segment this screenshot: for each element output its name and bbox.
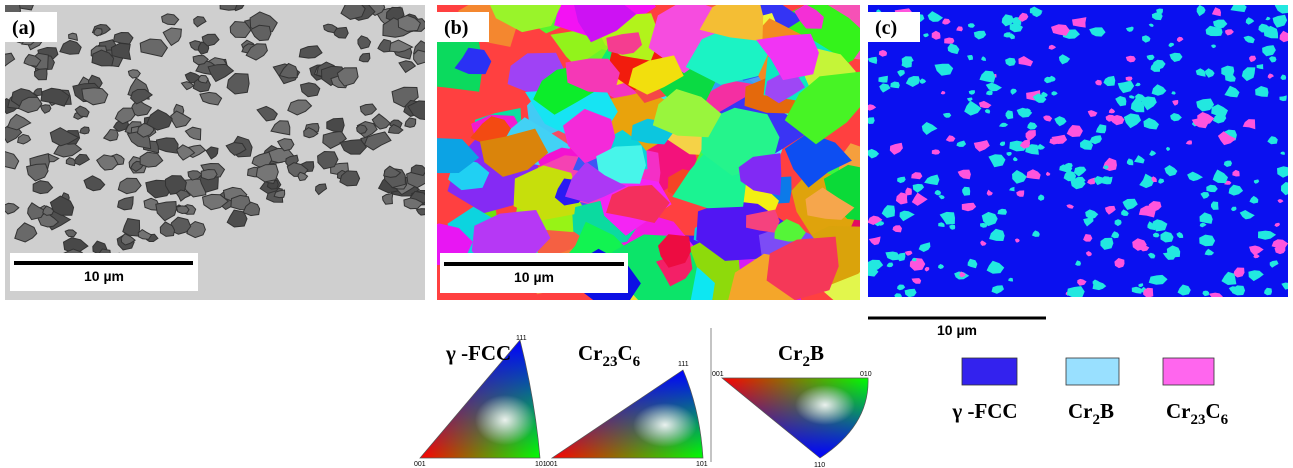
legend-swatch bbox=[962, 358, 1017, 385]
particle bbox=[327, 118, 344, 132]
legend-swatch bbox=[1066, 358, 1119, 385]
particle bbox=[414, 50, 428, 64]
subscript: 2 bbox=[803, 354, 811, 370]
ipf-title: Cr2B bbox=[778, 341, 824, 370]
text: Cr bbox=[1166, 399, 1191, 423]
text: C bbox=[1206, 399, 1221, 423]
phase-particle bbox=[1230, 1, 1246, 12]
ipf-key: Cr2B 001 010 110 bbox=[712, 341, 872, 468]
corner-label: 001 bbox=[712, 371, 724, 378]
particle bbox=[114, 33, 134, 45]
corner-label: 001 bbox=[546, 461, 558, 468]
particle bbox=[94, 28, 102, 36]
corner-label: 001 bbox=[414, 461, 426, 468]
scale-label: 10 µm bbox=[84, 268, 124, 284]
corner-label: 111 bbox=[678, 361, 689, 368]
panel-label: (b) bbox=[444, 17, 468, 39]
particle bbox=[66, 158, 75, 166]
text: B bbox=[810, 341, 824, 365]
figure: (a) (b) (c) 10 µm 10 µm 10 µm γ -FCC 111… bbox=[0, 0, 1293, 468]
corner-label: 010 bbox=[860, 371, 872, 378]
ipf-key: Cr23C6 111 001 101 bbox=[546, 341, 708, 468]
panel-label: (c) bbox=[875, 17, 897, 39]
phase-particle bbox=[866, 117, 875, 124]
ipf-key: γ -FCC 111 001 101 bbox=[414, 335, 547, 468]
subscript: 23 bbox=[603, 354, 618, 370]
corner-label: 110 bbox=[814, 462, 825, 468]
legend-swatch bbox=[1163, 358, 1214, 385]
particle bbox=[201, 170, 217, 180]
corner-label: 101 bbox=[696, 461, 708, 468]
text: B bbox=[1100, 399, 1114, 423]
scale-label: 10 µm bbox=[937, 322, 977, 338]
text: C bbox=[618, 341, 633, 365]
particle bbox=[220, 0, 237, 10]
particle bbox=[177, 206, 190, 214]
particle bbox=[357, 125, 368, 134]
text: Cr bbox=[778, 341, 803, 365]
panel-label: (a) bbox=[12, 17, 35, 39]
particle bbox=[370, 0, 382, 5]
corner-label: 111 bbox=[516, 335, 527, 342]
particle bbox=[220, 0, 250, 1]
text: Cr bbox=[578, 341, 603, 365]
subscript: 23 bbox=[1191, 412, 1206, 428]
text: Cr bbox=[1068, 399, 1093, 423]
subscript: 2 bbox=[1093, 412, 1101, 428]
particle bbox=[222, 0, 235, 5]
legend-label: Cr23C6 bbox=[1166, 399, 1229, 428]
ipf-title: Cr23C6 bbox=[578, 341, 641, 370]
particle bbox=[199, 75, 209, 83]
scale-label: 10 µm bbox=[514, 269, 554, 285]
subscript: 6 bbox=[1221, 412, 1229, 428]
phase-particle bbox=[944, 38, 954, 44]
phase-map bbox=[862, 1, 1292, 301]
legend-label: Cr2B bbox=[1068, 399, 1114, 428]
ipf-title: γ -FCC bbox=[445, 341, 511, 365]
subscript: 6 bbox=[633, 354, 641, 370]
legend-label: γ -FCC bbox=[951, 399, 1017, 423]
